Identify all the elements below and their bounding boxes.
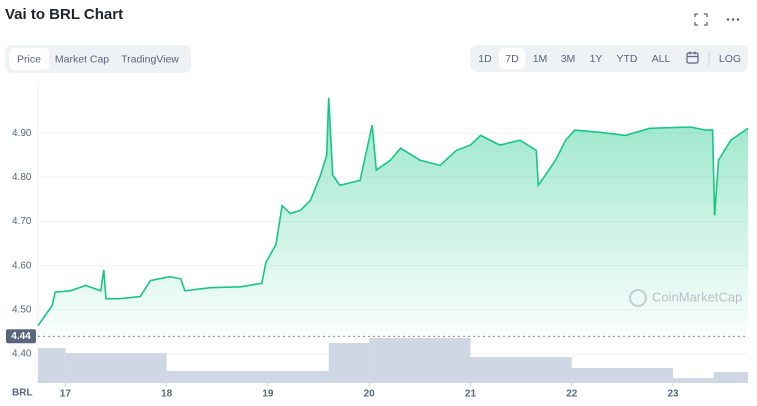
range-button[interactable]: 7D <box>505 53 519 65</box>
volume-bar <box>470 357 572 383</box>
area-fill <box>38 97 748 337</box>
log-button[interactable]: LOG <box>719 53 741 65</box>
fullscreen-icon[interactable] <box>694 13 708 26</box>
volume-bar <box>713 372 748 383</box>
x-tick-label: 17 <box>60 389 72 400</box>
x-tick-label: 18 <box>161 389 173 400</box>
range-button[interactable]: 3M <box>561 53 576 65</box>
chart-title: Vai to BRL Chart <box>5 6 123 23</box>
more-icon[interactable] <box>726 18 740 21</box>
volume-bar <box>166 371 268 383</box>
x-tick-label: 22 <box>566 389 578 400</box>
current-price-bg <box>6 329 36 344</box>
x-tick-label: 19 <box>262 389 274 400</box>
volume-bar <box>571 368 674 383</box>
y-tick-label: 4.70 <box>12 216 32 227</box>
volume-bar <box>369 338 471 383</box>
tab-group <box>5 45 191 73</box>
x-axis-label: BRL <box>12 388 33 399</box>
x-tick-label: 20 <box>364 389 376 400</box>
range-button[interactable]: ALL <box>652 53 671 65</box>
x-tick-label: 23 <box>667 389 679 400</box>
tab-active-bg <box>9 48 49 70</box>
tab[interactable]: Market Cap <box>55 53 109 65</box>
y-tick-label: 4.80 <box>12 172 32 183</box>
y-tick-label: 4.50 <box>12 304 32 315</box>
tab[interactable]: Price <box>17 53 41 65</box>
y-tick-label: 4.60 <box>12 260 32 271</box>
y-tick-label: 4.40 <box>12 349 32 360</box>
tab[interactable]: TradingView <box>121 53 179 65</box>
range-button[interactable]: YTD <box>617 53 638 65</box>
calendar-icon[interactable] <box>686 51 699 64</box>
volume-bar <box>673 378 714 383</box>
price-line <box>37 97 749 327</box>
range-button[interactable]: 1D <box>478 53 492 65</box>
watermark-logo <box>629 289 647 307</box>
volume-bar <box>38 348 66 383</box>
volume-bar <box>65 353 167 383</box>
range-group <box>470 45 748 72</box>
range-active-bg <box>499 48 525 69</box>
current-price-label: 4.44 <box>11 331 31 342</box>
watermark: CoinMarketCap <box>652 289 742 304</box>
y-tick-label: 4.90 <box>12 128 32 139</box>
range-button[interactable]: 1Y <box>590 53 603 65</box>
x-tick-label: 21 <box>465 389 477 400</box>
range-button[interactable]: 1M <box>533 53 548 65</box>
volume-bar <box>328 343 370 383</box>
volume-bar <box>267 371 329 383</box>
